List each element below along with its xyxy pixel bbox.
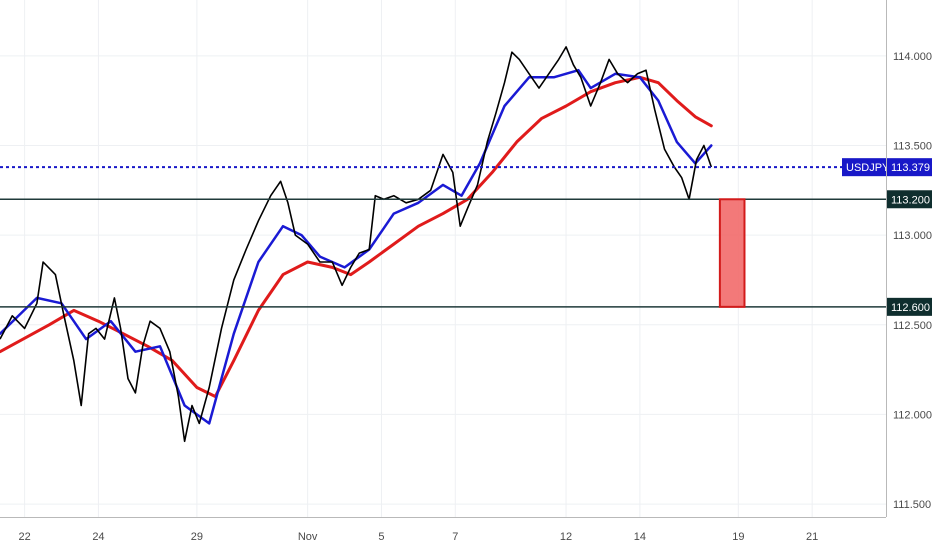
x-tick-label: 7 bbox=[452, 531, 458, 543]
target-box bbox=[718, 198, 746, 308]
overlay-layer: 113.200 112.600 USDJPY 113.379 bbox=[0, 158, 932, 316]
y-tick-label: 112.000 bbox=[893, 409, 932, 421]
slow-ma-line bbox=[0, 75, 713, 398]
level-badge-label: 113.200 bbox=[891, 194, 930, 206]
y-tick-label: 112.500 bbox=[893, 320, 932, 332]
x-tick-label: 21 bbox=[806, 531, 818, 543]
x-tick-label: 5 bbox=[378, 531, 384, 543]
x-tick-label: 24 bbox=[92, 531, 104, 543]
symbol-badge-label: USDJPY bbox=[846, 162, 890, 174]
x-tick-label: 12 bbox=[560, 531, 572, 543]
level-badge bbox=[886, 190, 932, 209]
fast-ma-line bbox=[0, 68, 713, 425]
symbol-badge bbox=[842, 158, 886, 177]
grid-layer bbox=[0, 0, 886, 517]
y-tick-label: 113.000 bbox=[893, 230, 932, 242]
x-tick-label: Nov bbox=[298, 531, 318, 543]
level-badge-label: 112.600 bbox=[891, 302, 930, 314]
y-tick-label: 114.000 bbox=[893, 51, 932, 63]
x-tick-label: 29 bbox=[191, 531, 203, 543]
current-price-badge bbox=[886, 158, 932, 177]
y-tick-label: 113.500 bbox=[893, 140, 932, 152]
current-price-label: 113.379 bbox=[891, 162, 930, 174]
level-badge bbox=[886, 297, 932, 316]
x-tick-label: 22 bbox=[18, 531, 30, 543]
x-tick-label: 19 bbox=[732, 531, 744, 543]
y-tick-label: 111.500 bbox=[893, 499, 931, 511]
price-line bbox=[0, 46, 713, 443]
x-tick-label: 14 bbox=[634, 531, 646, 543]
series-layer bbox=[0, 46, 713, 443]
